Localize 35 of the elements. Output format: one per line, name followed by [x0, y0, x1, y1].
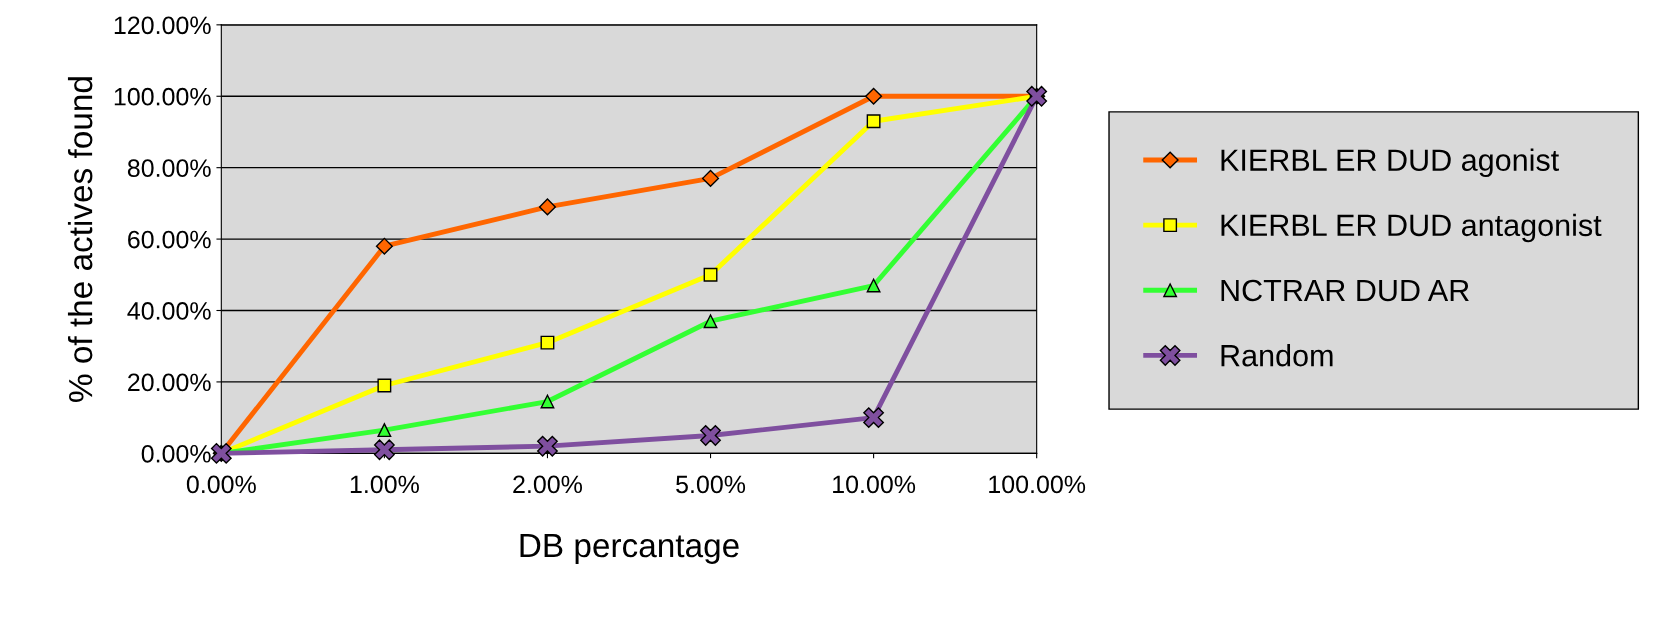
point	[701, 169, 720, 187]
x-tick-label: 10.00%	[833, 475, 916, 494]
y-tick-label: 100.00%	[114, 87, 211, 106]
point	[703, 314, 718, 329]
legend-label: Random	[1221, 343, 1333, 367]
point	[866, 278, 881, 293]
x-tick-label: 1.00%	[350, 475, 419, 494]
y-tick-label: 20.00%	[128, 373, 211, 392]
point	[377, 423, 392, 438]
point	[540, 335, 555, 350]
y-tick-label: 80.00%	[127, 159, 211, 177]
y-tick-label: 60.00%	[128, 230, 211, 249]
x-tick-label: 100.00%	[989, 475, 1086, 494]
legend-label: KIERBL ER DUD agonist	[1221, 148, 1559, 178]
point	[373, 439, 395, 461]
x-tick-label: 5.00%	[676, 475, 746, 494]
x-tick-label: 0.00%	[186, 475, 256, 494]
x-axis-title: DB percantage	[520, 534, 739, 564]
y-tick-label: 120.00%	[114, 16, 211, 35]
legend-label: KIERBL ER DUD antagonist	[1221, 213, 1602, 243]
point	[538, 198, 557, 216]
point	[377, 378, 392, 393]
y-axis-title: % of the actives found	[67, 77, 93, 402]
point	[700, 425, 721, 446]
point	[375, 237, 393, 255]
point	[703, 267, 718, 282]
point	[865, 87, 883, 105]
legend-label: NCTRAR DUD AR	[1221, 279, 1469, 302]
y-tick-label: 40.00%	[127, 302, 211, 320]
point	[537, 435, 558, 457]
point	[866, 114, 881, 129]
point	[863, 407, 885, 429]
x-tick-label: 2.00%	[513, 475, 583, 494]
y-tick-label: 0.00%	[141, 444, 211, 463]
point	[540, 394, 555, 409]
